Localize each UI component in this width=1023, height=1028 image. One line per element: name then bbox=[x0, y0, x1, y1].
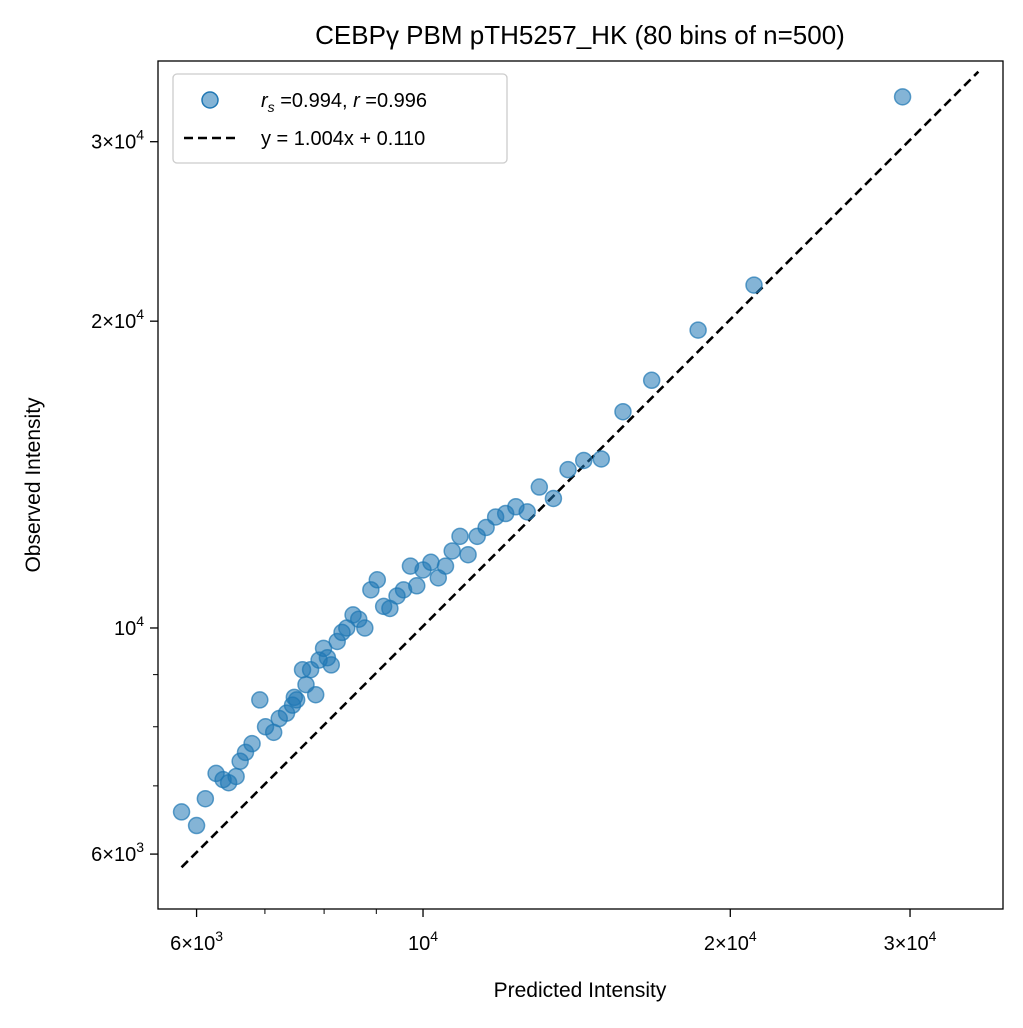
x-tick-exponent: 4 bbox=[430, 928, 438, 944]
y-tick-label: 104 bbox=[114, 613, 144, 640]
data-point bbox=[227, 767, 245, 786]
legend-box bbox=[172, 73, 508, 164]
data-points bbox=[172, 88, 912, 835]
data-point bbox=[574, 451, 593, 470]
legend-fit-line-label: y = 1.004x + 0.110 bbox=[261, 128, 425, 150]
data-point bbox=[544, 489, 563, 508]
x-tick-base: 10 bbox=[193, 933, 215, 955]
data-point bbox=[518, 503, 536, 521]
data-point bbox=[436, 557, 455, 575]
y-tick-label: 6×103 bbox=[91, 839, 144, 866]
data-point bbox=[368, 571, 387, 589]
data-point bbox=[443, 542, 461, 560]
data-point bbox=[592, 450, 611, 468]
y-tick-base: 10 bbox=[114, 618, 136, 640]
data-point bbox=[172, 803, 191, 821]
data-point bbox=[689, 321, 707, 339]
legend-r-value: =0.996 bbox=[360, 90, 427, 112]
data-point bbox=[306, 685, 325, 704]
data-point bbox=[459, 545, 477, 564]
data-point bbox=[745, 276, 763, 294]
plot-area-frame bbox=[157, 60, 1004, 910]
x-tick-exponent: 4 bbox=[929, 928, 937, 944]
data-point bbox=[422, 553, 440, 572]
y-tick-mantissa: 2× bbox=[91, 311, 114, 333]
y-tick-mantissa: 6× bbox=[91, 844, 114, 866]
data-point bbox=[530, 478, 549, 496]
data-point bbox=[451, 527, 469, 546]
x-tick-mantissa: 3× bbox=[884, 933, 907, 955]
legend-rs-value: =0.994, bbox=[275, 90, 353, 112]
x-tick-label: 2×104 bbox=[704, 928, 757, 955]
data-point bbox=[893, 88, 912, 106]
x-tick-mantissa: 2× bbox=[704, 933, 727, 955]
legend-scatter-label: rs =0.994, r =0.996 bbox=[261, 90, 427, 115]
y-axis-label: Observed Intensity bbox=[22, 397, 45, 573]
y-tick-mantissa: 3× bbox=[91, 132, 114, 154]
x-tick-exponent: 4 bbox=[749, 928, 757, 944]
legend-rs-symbol: r bbox=[261, 90, 269, 112]
x-tick-label: 3×104 bbox=[884, 928, 937, 955]
x-tick-base: 10 bbox=[408, 933, 430, 955]
x-tick-exponent: 3 bbox=[215, 928, 223, 944]
fit-line bbox=[180, 70, 980, 869]
data-point bbox=[251, 691, 269, 709]
data-point bbox=[187, 816, 206, 835]
data-point bbox=[559, 460, 577, 479]
y-tick-exponent: 4 bbox=[136, 306, 144, 322]
data-point bbox=[614, 402, 632, 421]
data-point bbox=[287, 691, 306, 709]
legend: rs =0.994, r =0.996 y = 1.004x + 0.110 bbox=[172, 73, 508, 164]
y-tick-exponent: 4 bbox=[136, 127, 144, 143]
y-tick-base: 10 bbox=[114, 844, 136, 866]
x-tick-base: 10 bbox=[906, 933, 928, 955]
legend-r-symbol: r bbox=[353, 90, 361, 112]
x-tick-mantissa: 6× bbox=[170, 933, 193, 955]
chart-title: CEBPγ PBM pTH5257_HK (80 bins of n=500) bbox=[315, 20, 845, 50]
x-axis-label: Predicted Intensity bbox=[494, 979, 667, 1002]
data-point bbox=[196, 789, 215, 808]
y-tick-base: 10 bbox=[114, 311, 136, 333]
data-point bbox=[642, 371, 661, 390]
data-point bbox=[356, 619, 374, 637]
data-point bbox=[322, 656, 340, 674]
x-tick-label: 6×103 bbox=[170, 928, 223, 955]
y-tick-label: 2×104 bbox=[91, 306, 144, 333]
data-point bbox=[408, 577, 426, 595]
y-tick-base: 10 bbox=[114, 132, 136, 154]
fit-line-layer bbox=[180, 70, 980, 869]
y-tick-label: 3×104 bbox=[91, 127, 144, 154]
legend-rs-subscript: s bbox=[268, 99, 275, 115]
legend-scatter-marker bbox=[201, 91, 219, 109]
y-tick-exponent: 4 bbox=[136, 613, 144, 629]
y-tick-exponent: 3 bbox=[136, 839, 144, 855]
data-point bbox=[243, 734, 261, 753]
x-tick-label: 104 bbox=[408, 928, 438, 955]
x-tick-base: 10 bbox=[727, 933, 749, 955]
